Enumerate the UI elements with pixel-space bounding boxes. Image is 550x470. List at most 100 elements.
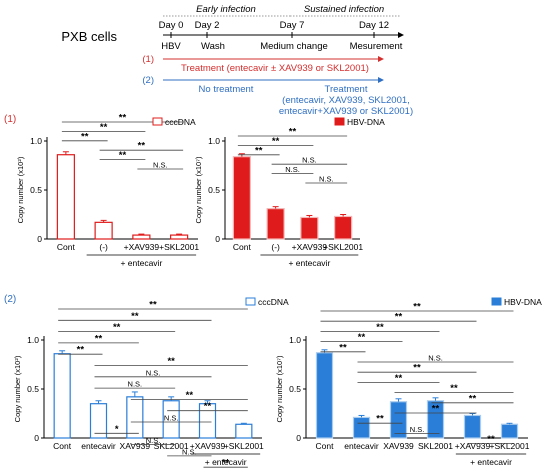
step-hbv-label: HBV bbox=[161, 41, 181, 52]
step-measurement-label: Mesurement bbox=[350, 41, 403, 52]
significance-label: ** bbox=[100, 122, 108, 133]
bar-2 bbox=[389, 401, 408, 439]
significance-label: ** bbox=[339, 342, 347, 353]
significance-label: N.S. bbox=[153, 161, 168, 170]
significance-label: N.S. bbox=[128, 380, 143, 389]
significance-label: ** bbox=[469, 393, 477, 404]
y-axis-label: Copy number (x10²) bbox=[13, 355, 22, 422]
protocol-timeline: PXB cells Early infection Sustained infe… bbox=[61, 4, 413, 117]
chart-p2-hbvdna: 0 0.5 1.0 Copy number (x10⁷) Cont entecavir XA… bbox=[275, 297, 542, 467]
y-tick-label: 1.0 bbox=[27, 335, 39, 345]
bar-2 bbox=[132, 234, 151, 240]
significance-label: N.S. bbox=[164, 414, 179, 423]
significance-label: ** bbox=[119, 150, 127, 161]
significance-label: N.S. bbox=[410, 425, 425, 434]
significance-label: ** bbox=[432, 404, 440, 415]
bar-3 bbox=[170, 234, 189, 240]
legend-label: cccDNA bbox=[165, 117, 196, 127]
category-label: Cont bbox=[57, 242, 76, 252]
significance-label: ** bbox=[413, 363, 421, 374]
category-label: +SKL2001 bbox=[224, 441, 264, 451]
y-tick-label: 0 bbox=[34, 433, 39, 443]
significance-label: ** bbox=[77, 345, 85, 356]
legend-label: HBV-DNA bbox=[347, 117, 385, 127]
legend-swatch bbox=[334, 117, 345, 126]
significance-label: N.S. bbox=[182, 447, 197, 456]
category-label: +XAV939 bbox=[455, 441, 491, 451]
bar-1 bbox=[94, 221, 113, 240]
category-label: SKL2001 bbox=[154, 441, 189, 451]
protocol-2-marker: (2) bbox=[142, 75, 154, 86]
significance-label: N.S. bbox=[146, 436, 161, 445]
protocol-2-text-line-1: Treatment bbox=[325, 84, 368, 95]
group-label: + entecavir bbox=[288, 258, 330, 268]
bar-0 bbox=[56, 154, 75, 240]
bar-1 bbox=[89, 403, 108, 439]
day-7-label: Day 7 bbox=[280, 20, 305, 31]
category-label: +XAV939 bbox=[292, 242, 328, 252]
category-label: +SKL2001 bbox=[159, 242, 199, 252]
bar-5 bbox=[235, 423, 253, 439]
category-label: +XAV939 bbox=[190, 441, 226, 451]
day-2-label: Day 2 bbox=[195, 20, 220, 31]
group-label: + entecavir bbox=[205, 457, 247, 467]
bar-0 bbox=[232, 156, 251, 240]
significance-label: ** bbox=[395, 312, 403, 323]
protocol-1-marker: (1) bbox=[142, 54, 154, 65]
category-label: SKL2001 bbox=[418, 441, 453, 451]
phase-sustained-label: Sustained infection bbox=[304, 4, 384, 15]
chart-p2-cccdna: 0 0.5 1.0 Copy number (x10²) Cont entecavir XA… bbox=[13, 297, 289, 469]
category-label: Cont bbox=[233, 242, 252, 252]
significance-label: ** bbox=[186, 390, 194, 401]
significance-label: ** bbox=[450, 383, 458, 394]
category-label: +SKL2001 bbox=[323, 242, 363, 252]
step-medium-change-label: Medium change bbox=[260, 41, 328, 52]
significance-label: ** bbox=[204, 401, 212, 412]
category-label: +XAV939 bbox=[124, 242, 160, 252]
y-tick-label: 1.0 bbox=[30, 136, 42, 146]
significance-label: ** bbox=[395, 373, 403, 384]
significance-label: ** bbox=[358, 332, 366, 343]
category-label: +SKL2001 bbox=[490, 441, 530, 451]
significance-label: ** bbox=[131, 311, 139, 322]
group-label: + entecavir bbox=[120, 258, 162, 268]
significance-label: N.S. bbox=[285, 165, 300, 174]
bar-4 bbox=[463, 414, 482, 439]
bar-2 bbox=[300, 216, 319, 240]
legend-swatch bbox=[245, 297, 256, 306]
category-label: Cont bbox=[53, 441, 72, 451]
y-tick-label: 0 bbox=[296, 433, 301, 443]
protocol-2-no-treatment: No treatment bbox=[199, 84, 254, 95]
y-tick-label: 0.5 bbox=[30, 185, 42, 195]
bar-0 bbox=[53, 353, 71, 439]
protocol-2-text-line-3: entecavir+XAV939 or SKL2001) bbox=[279, 106, 413, 117]
section-marker-1: (1) bbox=[4, 114, 16, 125]
legend-label: cccDNA bbox=[258, 297, 289, 307]
significance-label: ** bbox=[376, 414, 384, 425]
day-12-label: Day 12 bbox=[359, 20, 389, 31]
y-axis-label: Copy number (x10²) bbox=[16, 156, 25, 223]
significance-label: ** bbox=[222, 458, 230, 469]
significance-label: ** bbox=[272, 136, 280, 147]
significance-label: ** bbox=[81, 131, 89, 142]
legend-label: HBV-DNA bbox=[504, 297, 542, 307]
y-tick-label: 1.0 bbox=[208, 136, 220, 146]
significance-label: ** bbox=[138, 141, 146, 152]
section-marker-2: (2) bbox=[4, 294, 16, 305]
significance-label: ** bbox=[113, 322, 121, 333]
legend-swatch bbox=[491, 297, 502, 306]
significance-label: ** bbox=[255, 145, 263, 156]
y-tick-label: 0.5 bbox=[289, 384, 301, 394]
bar-5 bbox=[500, 423, 519, 439]
significance-label: ** bbox=[95, 333, 103, 344]
category-label: entecavir bbox=[344, 441, 379, 451]
category-label: entecavir bbox=[81, 441, 116, 451]
significance-label: ** bbox=[167, 356, 175, 367]
category-label: Cont bbox=[316, 441, 335, 451]
significance-label: * bbox=[115, 424, 119, 435]
legend-swatch bbox=[152, 117, 163, 126]
